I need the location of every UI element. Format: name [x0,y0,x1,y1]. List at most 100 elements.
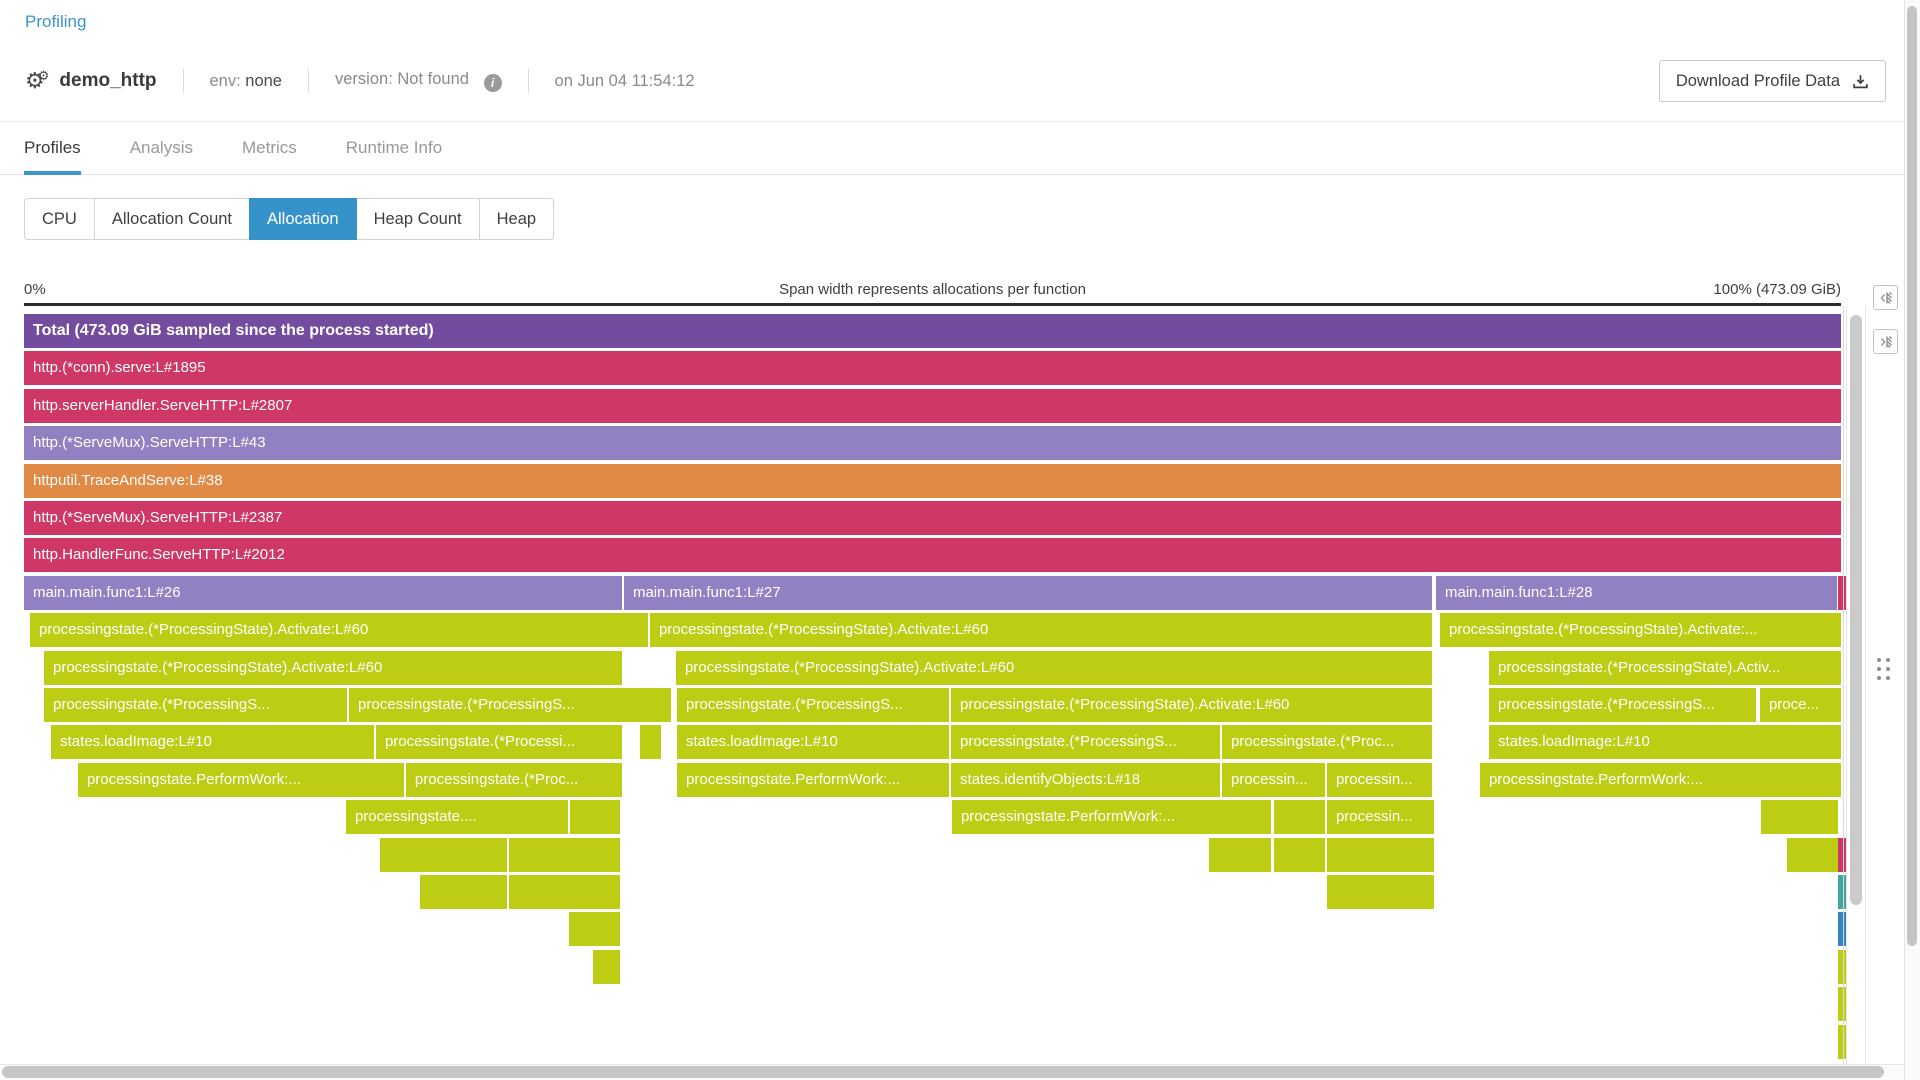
flame-row: Total (473.09 GiB sampled since the proc… [24,314,1841,348]
flame-span[interactable]: processingstate.(*ProcessingState).Activ… [1489,650,1841,685]
flame-span[interactable]: http.(*ServeMux).ServeHTTP:L#2387 [24,501,1841,535]
flame-span[interactable]: processingstate.(*ProcessingS... [951,725,1220,760]
version-label: version: [335,70,393,88]
tab-bar: Profiles Analysis Metrics Runtime Info [0,121,1904,175]
flame-span[interactable]: states.loadImage:L#10 [677,725,950,760]
horizontal-scrollbar-thumb[interactable] [2,1066,1884,1078]
flame-span[interactable]: processingstate.(*ProcessingState).Activ… [649,613,1432,648]
flame-span[interactable]: states.loadImage:L#10 [51,725,374,760]
flame-span[interactable] [419,875,507,909]
divider [182,69,184,93]
flame-row: httputil.TraceAndServe:L#38 [24,463,1841,498]
download-button-label: Download Profile Data [1675,71,1840,90]
tab-analysis[interactable]: Analysis [129,138,193,157]
flame-span[interactable] [508,875,620,909]
env-value: none [245,71,282,90]
expand-panel-right-button[interactable] [1873,329,1898,354]
flame-span[interactable]: httputil.TraceAndServe:L#38 [24,463,1841,498]
service-name: demo_http [59,70,157,91]
flame-span[interactable]: main.main.func1:L#27 [623,575,1432,610]
flame-span[interactable] [568,912,620,947]
flame-span[interactable]: processingstate.(*ProcessingS... [349,688,672,722]
flame-span[interactable] [1838,949,1848,984]
version-meta: version: Not found i [335,70,502,92]
flame-span[interactable]: processingstate.... [345,800,568,835]
flame-span[interactable] [1326,875,1434,909]
flame-span[interactable]: http.(*conn).serve:L#1895 [24,351,1841,386]
flame-span[interactable]: processingstate.(*Proc... [405,762,622,797]
flame-row [24,912,1848,947]
flame-span[interactable]: http.(*ServeMux).ServeHTTP:L#43 [24,426,1841,461]
flame-scale-min: 0% [24,281,46,298]
flame-row: http.(*ServeMux).ServeHTTP:L#2387 [24,501,1841,535]
panel-drag-handle[interactable] [1877,658,1890,680]
chevron-left-panel-icon [1880,291,1892,304]
flame-span[interactable]: processingstate.PerformWork:... [1479,762,1841,797]
flame-span[interactable]: http.HandlerFunc.ServeHTTP:L#2012 [24,538,1841,573]
info-icon[interactable]: i [483,74,502,92]
download-profile-data-button[interactable]: Download Profile Data [1658,60,1886,102]
flame-row: processingstate.(*ProcessingState).Activ… [24,650,1841,685]
flame-span[interactable]: processingstate.(*ProcessingState).Activ… [43,650,622,685]
flame-span[interactable] [1838,912,1848,947]
collapse-panel-left-button[interactable] [1873,285,1898,310]
flame-span[interactable]: processin... [1221,762,1325,797]
env-meta: env: none [210,72,283,91]
flame-span[interactable]: http.serverHandler.ServeHTTP:L#2807 [24,388,1841,423]
flame-span[interactable] [592,949,620,984]
flame-span[interactable]: processin... [1326,762,1432,797]
profile-type-cpu[interactable]: CPU [24,198,95,240]
flame-span[interactable]: processingstate.(*ProcessingState).Activ… [675,650,1432,685]
profile-type-button-group: CPU Allocation Count Allocation Heap Count H… [24,198,555,240]
flame-span[interactable]: states.identifyObjects:L#18 [951,762,1220,797]
flame-scrollbar-thumb[interactable] [1850,315,1862,905]
flame-span[interactable] [1838,1024,1848,1059]
profile-type-heap-count[interactable]: Heap Count [355,198,480,240]
version-value: Not found [397,70,469,88]
flame-span[interactable]: processingstate.(*Processi... [375,725,622,760]
flame-row: http.(*conn).serve:L#1895 [24,351,1841,386]
flame-span[interactable] [1326,837,1434,872]
flame-span[interactable]: states.loadImage:L#10 [1489,725,1841,760]
flame-scale-max: 100% (473.09 GiB) [1713,281,1841,298]
flame-span[interactable] [1838,875,1848,909]
flame-row [24,875,1848,909]
flame-span[interactable] [1209,837,1271,872]
flame-span[interactable]: processingstate.(*Proc... [1221,725,1432,760]
flame-span[interactable] [1838,987,1848,1022]
flame-span[interactable]: processingstate.(*ProcessingS... [677,688,950,722]
flame-span[interactable] [1273,837,1325,872]
flame-span[interactable] [379,837,507,872]
flame-span[interactable]: Total (473.09 GiB sampled since the proc… [24,314,1841,348]
profile-type-allocation[interactable]: Allocation [249,198,357,240]
tab-metrics[interactable]: Metrics [242,138,297,157]
flame-span[interactable]: processingstate.PerformWork:... [77,762,404,797]
flame-span[interactable]: proce... [1759,688,1841,722]
flame-span[interactable]: main.main.func1:L#28 [1435,575,1837,610]
flame-span[interactable]: processingstate.(*ProcessingState).Activ… [951,688,1432,722]
flame-span[interactable]: processingstate.(*ProcessingS... [1489,688,1756,722]
profile-type-allocation-count[interactable]: Allocation Count [93,198,251,240]
flame-span[interactable] [1273,800,1325,835]
flame-span[interactable]: processin... [1326,800,1434,835]
breadcrumb-profiling-link[interactable]: Profiling [25,12,87,31]
flame-span[interactable]: processingstate.(*ProcessingState).Activ… [29,613,648,648]
flame-span[interactable] [1838,575,1848,610]
flame-span[interactable] [1761,800,1838,835]
tab-runtime-info[interactable]: Runtime Info [345,138,443,157]
download-icon [1853,74,1868,88]
flame-span[interactable]: processingstate.PerformWork:... [677,762,950,797]
flame-span[interactable] [508,837,620,872]
flame-span[interactable] [1787,837,1838,872]
flame-span[interactable]: main.main.func1:L#26 [24,575,622,610]
flame-span[interactable] [639,725,662,760]
flame-span[interactable] [570,800,620,835]
page-scrollbar-thumb[interactable] [1907,6,1917,946]
flame-span[interactable]: processingstate.PerformWork:... [951,800,1271,835]
tab-profiles[interactable]: Profiles [24,122,81,175]
chevron-right-panel-icon [1880,335,1892,348]
flame-span[interactable]: processingstate.(*ProcessingS... [43,688,348,722]
profile-type-heap[interactable]: Heap [478,198,555,240]
flame-span[interactable] [1838,837,1848,872]
flame-span[interactable]: processingstate.(*ProcessingState).Activ… [1439,613,1841,648]
